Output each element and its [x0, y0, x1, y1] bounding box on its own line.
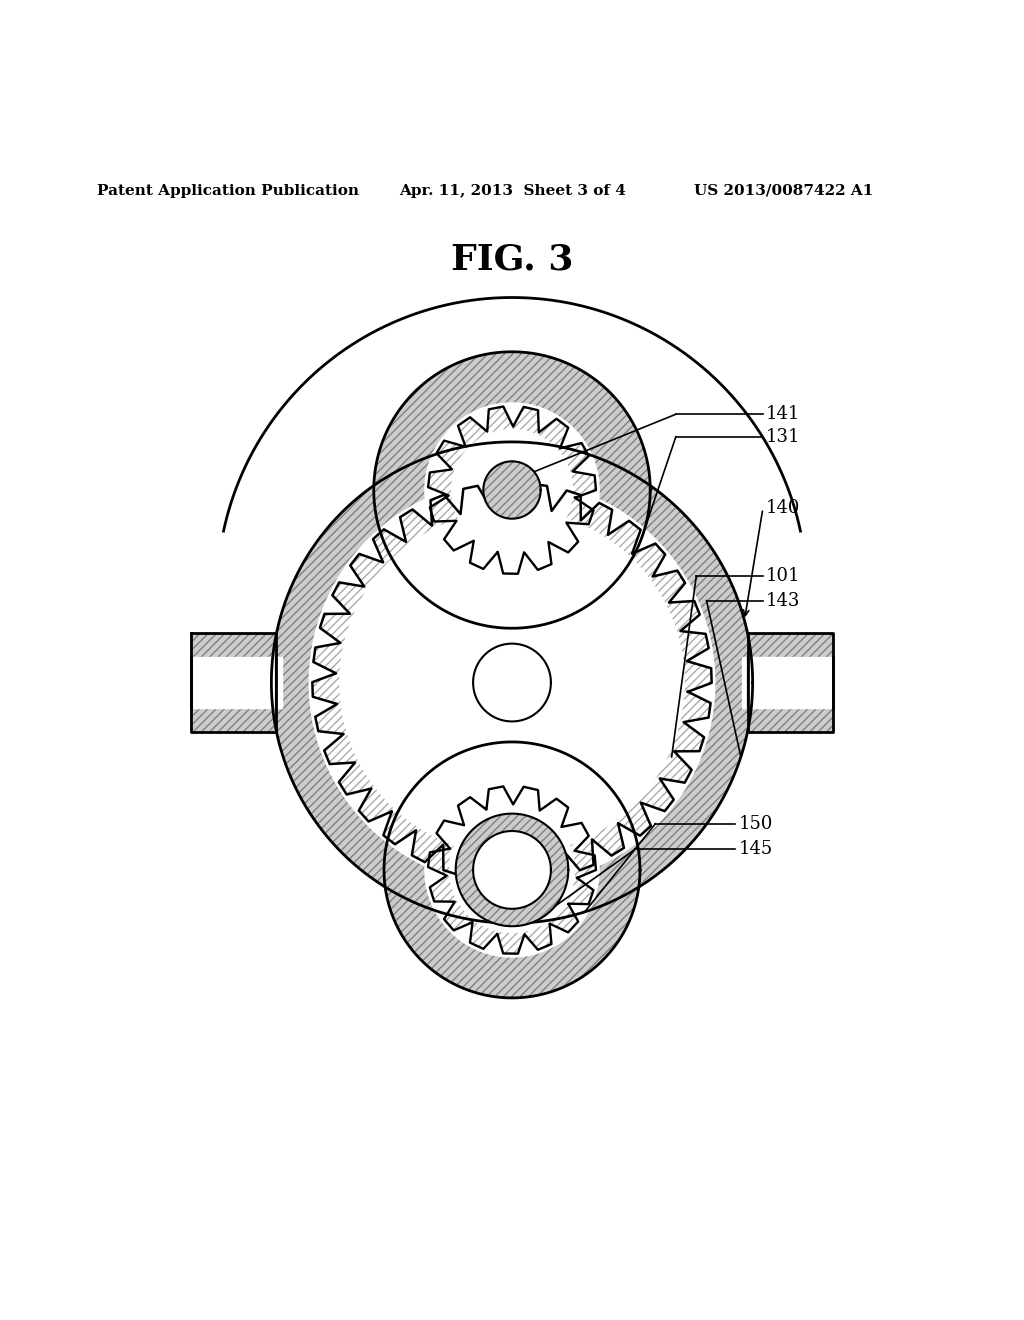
- Polygon shape: [742, 657, 838, 708]
- Polygon shape: [271, 442, 753, 923]
- Polygon shape: [473, 644, 551, 722]
- Text: US 2013/0087422 A1: US 2013/0087422 A1: [694, 183, 873, 198]
- Text: Apr. 11, 2013  Sheet 3 of 4: Apr. 11, 2013 Sheet 3 of 4: [399, 183, 627, 198]
- Text: Patent Application Publication: Patent Application Publication: [97, 183, 359, 198]
- Polygon shape: [384, 742, 640, 998]
- Polygon shape: [425, 403, 599, 577]
- Polygon shape: [452, 429, 572, 550]
- Text: FIG. 3: FIG. 3: [451, 242, 573, 276]
- Text: 141: 141: [766, 405, 801, 424]
- Polygon shape: [191, 634, 276, 731]
- Polygon shape: [428, 407, 596, 574]
- Polygon shape: [483, 462, 541, 519]
- Polygon shape: [428, 787, 596, 953]
- Polygon shape: [456, 813, 568, 927]
- Polygon shape: [309, 479, 715, 886]
- Text: 150: 150: [738, 814, 773, 833]
- Text: 131: 131: [766, 428, 801, 446]
- Text: 143: 143: [766, 591, 801, 610]
- Polygon shape: [450, 808, 574, 932]
- Polygon shape: [340, 511, 684, 854]
- Text: 145: 145: [738, 841, 772, 858]
- Text: 101: 101: [766, 568, 801, 585]
- Polygon shape: [374, 351, 650, 628]
- Polygon shape: [312, 483, 712, 882]
- Polygon shape: [473, 832, 551, 909]
- Polygon shape: [186, 657, 282, 708]
- Text: 140: 140: [766, 499, 801, 517]
- Polygon shape: [425, 783, 599, 957]
- Polygon shape: [748, 634, 833, 731]
